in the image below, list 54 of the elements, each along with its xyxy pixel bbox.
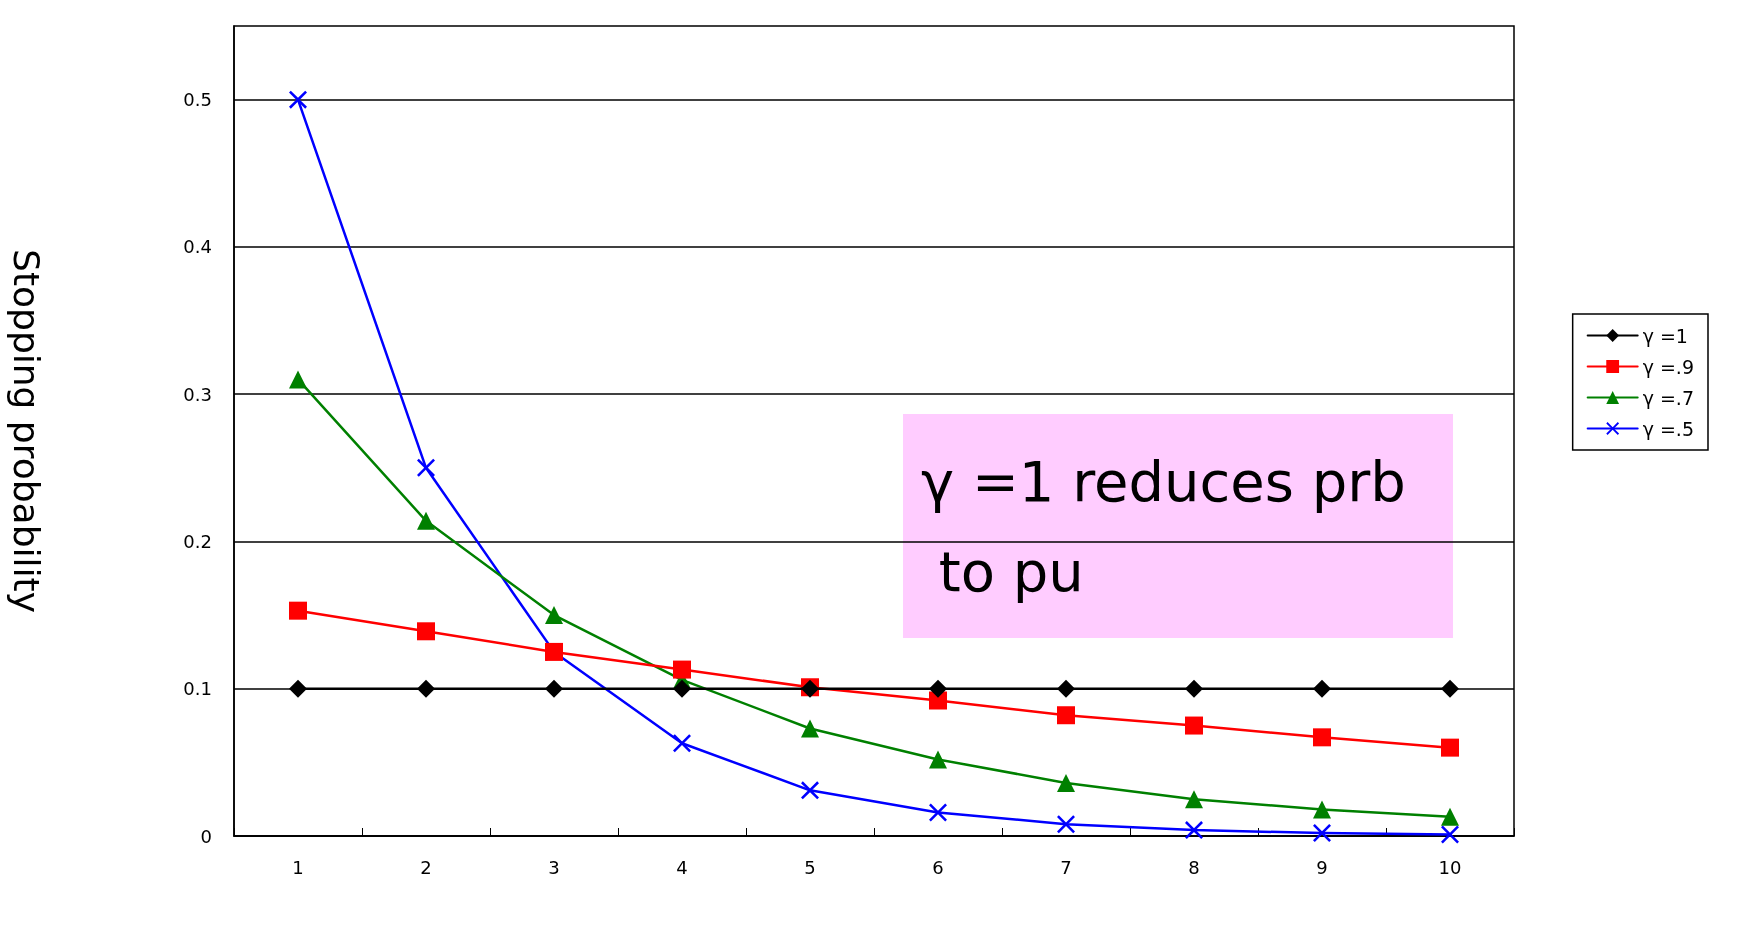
point (417, 622, 435, 641)
x-tick-label: 4 (676, 856, 688, 878)
y-tick-label: 0.1 (183, 678, 212, 700)
legend-label: γ =.9 (1642, 355, 1695, 378)
point (929, 750, 947, 769)
annotation: γ =1 reduces prb to pu (921, 448, 1406, 604)
point (929, 691, 947, 710)
x-tick-label: 2 (420, 856, 432, 878)
point (673, 679, 691, 698)
legend-label: γ =1 (1642, 324, 1688, 347)
point (1057, 679, 1075, 698)
point (1441, 679, 1459, 698)
point (545, 679, 563, 698)
y-tick-label: 0.2 (183, 530, 212, 552)
point (417, 511, 435, 530)
point (929, 679, 947, 698)
point (673, 734, 691, 753)
point (289, 90, 307, 109)
x-tick-label: 9 (1316, 856, 1328, 878)
point (417, 679, 435, 698)
point (289, 679, 307, 698)
y-tick-label: 0.5 (183, 89, 212, 111)
x-tick-label: 3 (548, 856, 560, 878)
point (1057, 815, 1075, 834)
point (1185, 790, 1203, 809)
point (929, 803, 947, 822)
y-axis-title: Stopping probability (5, 249, 47, 613)
y-tick-label: 0.4 (183, 236, 212, 258)
point (1313, 728, 1331, 747)
y-tick-label: 0.3 (183, 383, 212, 405)
point (1185, 716, 1203, 735)
point (545, 606, 563, 625)
y-tick-label: 0 (200, 825, 212, 847)
x-tick-label: 7 (1060, 856, 1072, 878)
point (1441, 738, 1459, 757)
point (1057, 706, 1075, 725)
point (289, 601, 307, 620)
x-tick-label: 6 (932, 856, 944, 878)
point (1441, 807, 1459, 826)
point (1057, 773, 1075, 792)
point (1313, 679, 1331, 698)
point (801, 719, 819, 738)
point (801, 781, 819, 800)
point (289, 370, 307, 389)
point (1441, 825, 1459, 844)
x-tick-label: 8 (1188, 856, 1200, 878)
x-tick-label: 1 (292, 856, 304, 878)
point (1313, 800, 1331, 819)
legend-label: γ =.7 (1642, 386, 1695, 409)
legend-label: γ =.5 (1642, 417, 1695, 440)
point (1185, 679, 1203, 698)
x-tick-label: 5 (804, 856, 816, 878)
x-tick-label: 10 (1438, 856, 1462, 878)
point (673, 660, 691, 679)
